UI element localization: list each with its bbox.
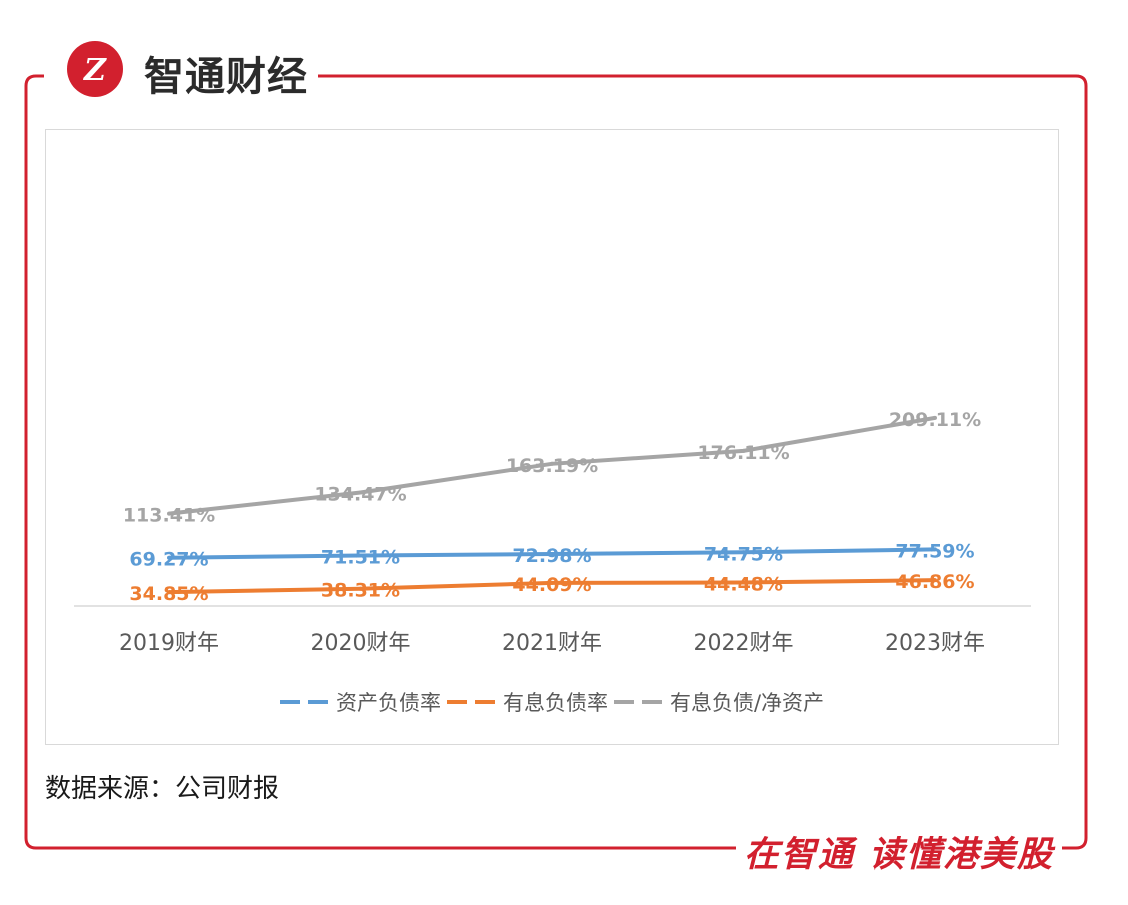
series-interest-debt-ratio-data-label: 44.09%: [512, 574, 591, 596]
series-debt-to-equity-data-label: 134.47%: [314, 484, 406, 506]
series-debt-to-equity-data-label: 113.41%: [123, 505, 215, 527]
series-asset-liability-point: [550, 552, 554, 557]
series-asset-liability-point: [358, 553, 363, 558]
series-interest-debt-ratio-point: [167, 590, 171, 595]
legend-item-debt-to-equity: 有息负债/净资产: [613, 687, 825, 717]
chart-legend: 资产负债率 有息负债率 有息负债/净资产: [46, 687, 1058, 717]
series-interest-debt-ratio-data-label: 46.86%: [895, 571, 974, 593]
series-interest-debt-ratio-data-label: 44.48%: [704, 574, 783, 596]
series-debt-to-equity-point: [358, 490, 363, 495]
series-debt-to-equity-data-label: 163.19%: [506, 455, 598, 477]
legend-item-interest-debt-ratio: 有息负债率: [446, 687, 608, 717]
series-asset-liability-point: [933, 547, 937, 552]
svg-text:Z: Z: [83, 53, 107, 88]
line-chart: 69.27% 71.51% 72.98% 74.75% 77.59% 34.85% 38.3…: [74, 409, 1031, 656]
series-interest-debt-ratio-data-label: 34.85%: [129, 583, 208, 605]
brand-name: 智通财经: [138, 44, 318, 102]
series-debt-to-equity-point: [167, 511, 171, 516]
series-interest-debt-ratio-point: [741, 580, 746, 585]
series-asset-liability-data-label: 72.98%: [512, 545, 591, 567]
series-debt-to-equity-data-label: 176.11%: [697, 442, 789, 464]
zhitong-logo-icon: Z: [67, 41, 123, 97]
legend-item-asset-liability: 资产负债率: [279, 687, 441, 717]
x-tick-label: 2021财年: [502, 631, 602, 656]
legend-swatch: [446, 700, 497, 704]
brand-slogan: 在智通 读懂港美股: [735, 826, 1062, 877]
series-asset-liability-data-label: 69.27%: [129, 549, 208, 571]
series-interest-debt-ratio-point: [933, 578, 937, 583]
x-tick-label: 2019财年: [119, 631, 219, 656]
series-debt-to-equity-data-label: 209.11%: [889, 409, 981, 431]
series-interest-debt-ratio-point: [550, 580, 554, 585]
series-asset-liability-data-label: 71.51%: [321, 546, 400, 568]
chart-container: 69.27% 71.51% 72.98% 74.75% 77.59% 34.85% 38.3…: [45, 129, 1059, 745]
legend-label: 有息负债率: [502, 691, 608, 715]
series-debt-to-equity-point: [933, 415, 937, 420]
series-interest-debt-ratio-point: [358, 586, 363, 591]
x-tick-label: 2022财年: [694, 631, 794, 656]
legend-swatch: [279, 700, 330, 704]
legend-label: 有息负债/净资产: [669, 691, 825, 715]
legend-swatch: [613, 700, 664, 704]
series-asset-liability-point: [167, 555, 171, 560]
x-tick-label: 2020财年: [311, 631, 411, 656]
series-debt-to-equity-point: [741, 448, 746, 453]
series-debt-to-equity-point: [550, 461, 554, 466]
x-tick-label: 2023财年: [885, 631, 985, 656]
series-asset-liability-data-label: 74.75%: [704, 543, 783, 565]
series-interest-debt-ratio-data-label: 38.31%: [321, 580, 400, 602]
series-asset-liability-data-label: 77.59%: [895, 540, 974, 562]
legend-label: 资产负债率: [335, 691, 441, 715]
series-asset-liability-point: [741, 550, 746, 555]
source-note: 数据来源：公司财报: [45, 774, 280, 804]
